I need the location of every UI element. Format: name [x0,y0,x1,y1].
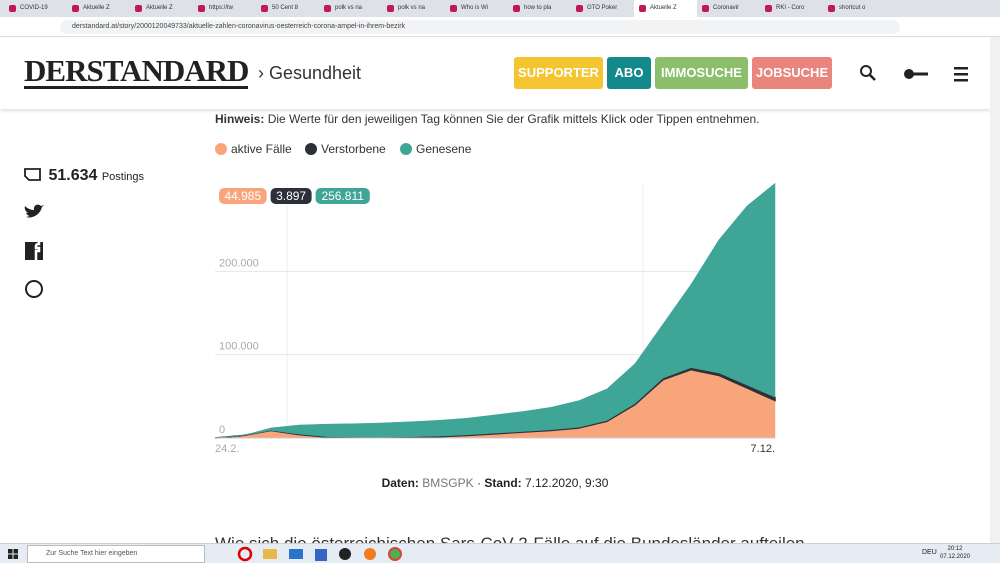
time: 20:12 [947,546,963,552]
tab[interactable]: GTO Poker [571,0,634,17]
stand-value: 7.12.2020, 9:30 [525,476,609,490]
legend-swatch [215,143,227,155]
tab[interactable]: polk vs na [319,0,382,17]
explorer-icon[interactable] [263,549,277,559]
stand-label: Stand: [484,476,522,490]
tab[interactable]: COVID-19 [4,0,67,17]
taskbar-apps [237,546,402,562]
value-chip [219,188,267,204]
value-chip [315,188,370,204]
tab[interactable]: Aktuelle Z [67,0,130,17]
nav-button[interactable]: ABO [607,57,651,89]
facebook-letter [34,241,41,260]
opera-icon[interactable] [237,546,253,562]
tab[interactable]: Aktuelle Z [634,0,697,17]
y-tick-label: 0 [219,424,225,436]
url[interactable]: derstandard.at/story/2000120049733/aktue… [60,20,900,34]
whatsapp-icon[interactable] [25,280,43,298]
nav-button[interactable]: IMMOSUCHE [655,57,748,89]
tab[interactable]: shortcut o [823,0,886,17]
separator: · [476,476,481,490]
date: 07.12.2020 [940,554,971,560]
facebook-icon[interactable] [25,242,43,260]
logo[interactable]: DERSTANDARD [24,53,249,89]
y-tick-label: 200.000 [219,257,259,269]
x-tick-label: 7.12. [751,443,775,455]
taskbar-search[interactable]: Zur Suche Text hier eingeben [27,545,205,563]
legend-item[interactable]: aktive Fälle [215,142,292,156]
tab[interactable]: 50 Cent 8 [256,0,319,17]
legend-label: Verstorbene [321,142,386,156]
y-tick-label: 100.000 [219,341,259,353]
source-link[interactable]: BMSGPK [422,476,474,490]
key-icon[interactable] [904,69,914,79]
mail-icon[interactable] [289,549,303,559]
legend-swatch [305,143,317,155]
tab[interactable]: Coronavir [697,0,760,17]
postings[interactable]: 51.634 Postings [24,167,144,185]
app-icon[interactable] [315,549,327,561]
x-tick-label: 24.2. [215,443,239,455]
hint-label: Hinweis: [215,112,265,126]
share-icons [24,204,44,298]
value-chip [270,188,312,204]
menu-icon[interactable] [954,67,968,70]
menu-icon [954,79,968,82]
twitter-icon[interactable] [24,204,44,218]
address-bar: derstandard.at/story/2000120049733/aktue… [0,17,1000,37]
taskbar: Zur Suche Text hier eingeben DEU 20:12 0… [0,543,1000,563]
nav-button[interactable]: SUPPORTER [514,57,603,89]
tab[interactable]: how to pla [508,0,571,17]
tab[interactable]: Aktuelle Z [130,0,193,17]
value-label: 3.897 [276,189,306,203]
hint: Hinweis: Die Werte für den jeweiligen Ta… [215,112,760,126]
source-label: Daten: [381,476,419,490]
tab[interactable]: Who is Wi [445,0,508,17]
hint-text: Die Werte für den jeweiligen Tag können … [267,112,760,126]
section[interactable]: › Gesundheit [258,63,362,83]
header-icons [860,65,968,82]
tab[interactable]: https://tw [193,0,256,17]
xbox-icon[interactable] [339,548,351,560]
postings-icon [24,168,41,181]
postings-label: Postings [101,171,145,183]
tab[interactable]: RKI - Coro [760,0,823,17]
tab[interactable]: polk vs na [382,0,445,17]
source: Daten: BMSGPK · Stand: 7.12.2020, 9:30 [0,476,990,490]
site-header: DERSTANDARD › Gesundheit SUPPORTER ABO IMM… [0,37,990,109]
value-label: 256.811 [321,189,364,203]
scrollbar[interactable] [990,37,1000,543]
firefox-icon[interactable] [364,548,376,560]
clock[interactable]: 20:12 07.12.2020 [940,545,970,561]
nav-button[interactable]: JOBSUCHE [752,57,832,89]
chrome-icon[interactable] [388,547,402,561]
chart[interactable]: 0 100.000 200.000 24.2. 7.12. 44.985 3.897 256.… [200,172,800,462]
legend-item[interactable]: Genesene [400,142,471,156]
search-icon[interactable] [860,65,872,77]
value-label: 44.985 [224,189,261,203]
language[interactable]: DEU [922,549,937,556]
area [214,182,776,439]
menu-icon [954,73,968,76]
legend-swatch [400,143,412,155]
legend-label: aktive Fälle [231,142,292,156]
legend-label: Genesene [416,142,472,156]
legend-item[interactable]: Verstorbene [305,142,386,156]
key-icon-shaft [912,72,928,76]
start-button[interactable] [8,549,18,559]
search-icon-handle [869,74,876,81]
postings-count: 51.634 [48,167,98,184]
